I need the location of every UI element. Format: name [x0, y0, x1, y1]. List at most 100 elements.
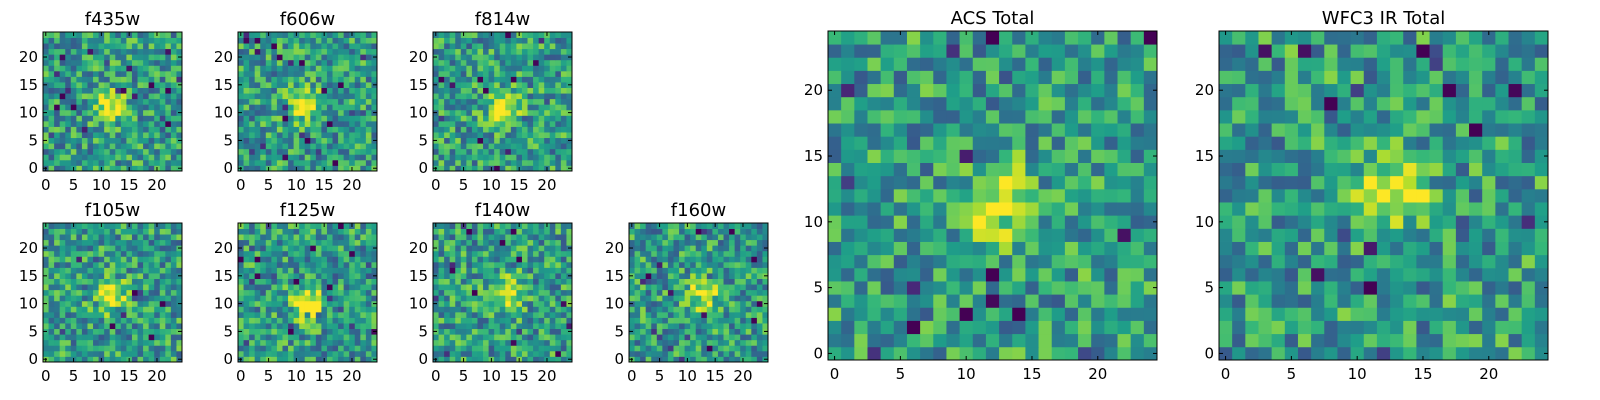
- heatmap-cell: [238, 350, 244, 357]
- heatmap-cell: [126, 239, 133, 246]
- heatmap-cell: [471, 317, 478, 324]
- heatmap-cell: [365, 228, 372, 235]
- heatmap-cell: [254, 295, 261, 302]
- heatmap-cell: [276, 334, 283, 341]
- heatmap-cell: [734, 239, 741, 246]
- heatmap-cell: [460, 148, 467, 155]
- heatmap-cell: [920, 175, 934, 190]
- heatmap-cell: [98, 59, 105, 66]
- heatmap-cell: [126, 278, 133, 285]
- heatmap-cell: [249, 278, 256, 285]
- heatmap-cell: [254, 76, 261, 83]
- heatmap-cell: [494, 234, 501, 241]
- heatmap-cell: [104, 306, 111, 313]
- heatmap-cell: [120, 228, 127, 235]
- heatmap-cell: [104, 239, 111, 246]
- heatmap-cell: [521, 284, 528, 291]
- axes-frame: [432, 31, 573, 172]
- heatmap-cell: [751, 267, 758, 274]
- heatmap-cell: [354, 109, 361, 116]
- heatmap-cell: [326, 278, 333, 285]
- heatmap-cell: [70, 295, 77, 302]
- heatmap-cell: [288, 311, 294, 318]
- heatmap-cell: [271, 356, 278, 363]
- heatmap-cell: [54, 48, 61, 55]
- heatmap-cell: [740, 267, 747, 274]
- heatmap-cell: [176, 228, 183, 235]
- heatmap-cell: [880, 162, 895, 177]
- heatmap-cell: [444, 300, 451, 307]
- heatmap-cell: [159, 159, 166, 166]
- heatmap-cell: [510, 356, 517, 363]
- heatmap-cell: [460, 239, 467, 246]
- heatmap-cell: [1012, 267, 1026, 282]
- heatmap-cell: [70, 143, 77, 150]
- heatmap-cell: [131, 223, 138, 229]
- heatmap-cell: [483, 317, 489, 324]
- heatmap-cell: [444, 37, 451, 44]
- heatmap-cell: [455, 306, 462, 313]
- heatmap-cell: [527, 132, 534, 139]
- heatmap-cell: [640, 334, 647, 341]
- heatmap-cell: [662, 328, 669, 335]
- heatmap-cell: [137, 267, 144, 274]
- heatmap-cell: [684, 311, 691, 318]
- heatmap-cell: [115, 300, 122, 307]
- heatmap-cell: [494, 65, 501, 72]
- y-tick-label: 0: [28, 350, 38, 368]
- heatmap-cell: [310, 345, 317, 352]
- heatmap-cell: [555, 93, 562, 100]
- heatmap-cell: [326, 32, 333, 38]
- heatmap-cell: [154, 43, 161, 50]
- heatmap-cell: [288, 76, 294, 83]
- heatmap-cell: [505, 137, 512, 144]
- heatmap-cell: [756, 300, 763, 307]
- heatmap-cell: [662, 234, 669, 241]
- heatmap-cell: [43, 228, 49, 235]
- heatmap-cell: [365, 356, 372, 363]
- heatmap-cell: [723, 273, 730, 279]
- heatmap-cell: [701, 273, 708, 279]
- heatmap-cell: [148, 120, 155, 127]
- heatmap-cell: [734, 245, 741, 252]
- heatmap-cell: [527, 65, 534, 72]
- heatmap-cell: [667, 284, 674, 291]
- heatmap-cell: [756, 234, 763, 241]
- heatmap-cell: [170, 70, 177, 77]
- heatmap-cell: [488, 159, 495, 166]
- heatmap-cell: [93, 98, 99, 105]
- heatmap-cell: [656, 295, 663, 302]
- heatmap-cell: [985, 175, 1000, 190]
- heatmap-cell: [265, 300, 272, 307]
- heatmap-cell: [360, 54, 367, 61]
- heatmap-cell: [104, 109, 111, 116]
- heatmap-cell: [115, 295, 122, 302]
- heatmap-cell: [533, 37, 540, 44]
- heatmap-cell: [271, 289, 278, 296]
- heatmap-cell: [332, 267, 339, 274]
- heatmap-cell: [354, 345, 361, 352]
- heatmap-cell: [165, 356, 172, 363]
- heatmap-cell: [645, 311, 652, 318]
- heatmap-cell: [640, 339, 647, 346]
- heatmap-cell: [48, 311, 55, 318]
- heatmap-cell: [48, 104, 55, 111]
- heatmap-cell: [260, 317, 267, 324]
- heatmap-cell: [131, 356, 138, 363]
- heatmap-cell: [304, 228, 311, 235]
- heatmap-cell: [54, 104, 61, 111]
- heatmap-cell: [521, 245, 528, 252]
- heatmap-cell: [76, 126, 83, 133]
- heatmap-cell: [332, 278, 339, 285]
- panel-title: f435w: [85, 9, 140, 30]
- heatmap-cell: [449, 250, 456, 257]
- heatmap-cell: [282, 273, 289, 279]
- heatmap-cell: [455, 345, 462, 352]
- heatmap-cell: [690, 323, 697, 330]
- heatmap-cell: [249, 350, 256, 357]
- heatmap-cell: [338, 32, 345, 38]
- heatmap-cell: [98, 93, 105, 100]
- heatmap-cell: [549, 48, 556, 55]
- heatmap-cell: [293, 323, 300, 330]
- heatmap-cell: [349, 350, 356, 357]
